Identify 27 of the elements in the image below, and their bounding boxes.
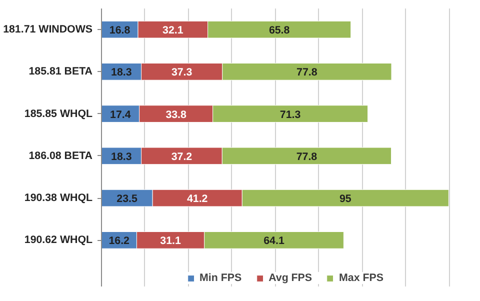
- data-label: 95: [339, 193, 352, 206]
- data-label: 16.8: [109, 24, 130, 37]
- data-label: 37.3: [171, 66, 192, 79]
- data-label: 64.1: [264, 235, 284, 248]
- data-label: 16.2: [108, 235, 130, 248]
- legend-label: Max FPS: [339, 272, 384, 284]
- data-label: 18.3: [111, 66, 132, 79]
- data-label: 18.3: [111, 150, 132, 163]
- y-tick-label: 181.71 WINDOWS: [3, 24, 93, 36]
- data-label: 33.8: [166, 108, 187, 121]
- data-label: 32.1: [162, 24, 184, 37]
- data-label: 23.5: [116, 193, 138, 206]
- data-label: 31.1: [160, 235, 181, 248]
- data-label: 77.8: [296, 150, 318, 163]
- legend-label: Avg FPS: [268, 272, 312, 284]
- y-tick-label: 185.85 WHQL: [24, 108, 93, 120]
- y-tick-label: 190.38 WHQL: [24, 192, 93, 204]
- y-tick-label: 190.62 WHQL: [24, 234, 93, 246]
- y-tick-label: 185.81 BETA: [28, 66, 93, 78]
- data-label: 65.8: [268, 24, 290, 37]
- y-tick-label: 186.08 BETA: [28, 150, 93, 162]
- legend-label: Min FPS: [200, 272, 242, 284]
- data-label: 37.2: [171, 150, 192, 163]
- data-label: 71.3: [280, 108, 301, 121]
- data-label: 77.8: [296, 66, 318, 79]
- data-label: 17.4: [110, 108, 131, 121]
- data-label: 41.2: [187, 193, 208, 206]
